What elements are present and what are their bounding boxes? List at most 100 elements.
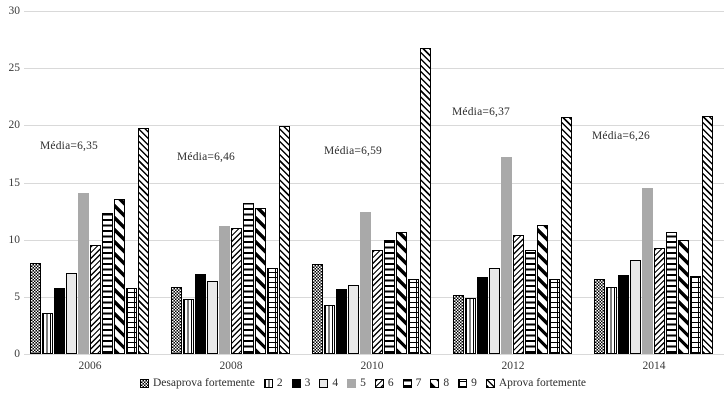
mean-annotation-2008: Média=6,46 bbox=[177, 151, 235, 163]
bar-2006-7 bbox=[102, 213, 113, 354]
bar-2006-2 bbox=[42, 313, 53, 354]
bar-2008-9 bbox=[267, 268, 278, 354]
bar-2008-8 bbox=[255, 208, 266, 354]
legend-swatch-solid-black-icon bbox=[291, 378, 301, 388]
bar-2014-3 bbox=[618, 275, 629, 354]
legend-swatch-bold-back-diagonal-icon bbox=[430, 378, 440, 388]
bar-2012-3 bbox=[477, 277, 488, 354]
legend-swatch-thin-back-diagonal-icon bbox=[485, 378, 495, 388]
y-tick-label-0: 0 bbox=[14, 348, 20, 360]
bar-2006-4 bbox=[66, 273, 77, 354]
bar-2014-2 bbox=[606, 287, 617, 354]
bar-2012-6 bbox=[513, 235, 524, 354]
legend: Desaprova fortemente 2 3 4 5 6 7 8 9 Aprova forte… bbox=[0, 377, 726, 389]
bar-2008-desaprova-fortemente bbox=[171, 287, 182, 354]
legend-label: 7 bbox=[415, 377, 422, 389]
legend-swatch-horizontal-lines-icon bbox=[402, 378, 412, 388]
bar-2010-aprova-fortemente bbox=[420, 48, 431, 354]
gridline-10 bbox=[24, 240, 724, 241]
bar-2014-4 bbox=[630, 260, 641, 354]
legend-swatch-solid-gray-icon bbox=[347, 378, 357, 388]
legend-item-7: 7 bbox=[402, 377, 422, 389]
bar-2010-8 bbox=[396, 232, 407, 354]
x-tick-label-2010: 2010 bbox=[360, 360, 384, 372]
y-tick-label-25: 25 bbox=[8, 62, 21, 74]
bar-2006-8 bbox=[114, 199, 125, 354]
legend-label: 4 bbox=[332, 377, 339, 389]
bar-2010-3 bbox=[336, 289, 347, 354]
legend-item-3: 3 bbox=[291, 377, 311, 389]
legend-item-9: 9 bbox=[458, 377, 477, 389]
bar-2008-6 bbox=[231, 228, 242, 354]
bar-2010-4 bbox=[348, 285, 359, 354]
legend-label: 3 bbox=[304, 377, 311, 389]
x-tick-label-2012: 2012 bbox=[501, 360, 525, 372]
bar-2014-8 bbox=[678, 240, 689, 354]
bar-2008-4 bbox=[207, 281, 218, 354]
bar-2006-3 bbox=[54, 288, 65, 354]
bar-2008-5 bbox=[219, 226, 230, 354]
bar-2010-7 bbox=[384, 240, 395, 354]
x-tick-label-2006: 2006 bbox=[78, 360, 102, 372]
bar-2014-7 bbox=[666, 232, 677, 354]
bar-2006-desaprova-fortemente bbox=[30, 263, 41, 354]
y-tick-label-30: 30 bbox=[8, 5, 21, 17]
bar-2012-5 bbox=[501, 157, 512, 354]
mean-annotation-2014: Média=6,26 bbox=[592, 130, 650, 142]
bar-2010-5 bbox=[360, 212, 371, 354]
x-tick-label-2008: 2008 bbox=[219, 360, 243, 372]
bar-2012-8 bbox=[537, 225, 548, 354]
legend-label: 9 bbox=[471, 377, 477, 389]
gridline-0 bbox=[24, 354, 724, 355]
legend-swatch-vertical-lines-icon bbox=[263, 378, 273, 388]
y-tick-label-5: 5 bbox=[14, 291, 20, 303]
bar-2012-aprova-fortemente bbox=[561, 117, 572, 354]
gridline-20 bbox=[24, 125, 724, 126]
bar-2006-9 bbox=[126, 288, 137, 354]
legend-item-desaprova-fortemente: Desaprova fortemente bbox=[139, 377, 255, 389]
legend-label: 8 bbox=[443, 377, 450, 389]
bar-2010-2 bbox=[324, 305, 335, 354]
legend-item-aprova-fortemente: Aprova fortemente bbox=[485, 377, 587, 389]
mean-annotation-2010: Média=6,59 bbox=[324, 145, 382, 157]
gridline-25 bbox=[24, 68, 724, 69]
legend-swatch-light-gray-icon bbox=[319, 378, 329, 388]
bar-2012-4 bbox=[489, 268, 500, 354]
legend-label: 5 bbox=[360, 377, 366, 389]
bar-2014-5 bbox=[642, 188, 653, 354]
bar-2012-2 bbox=[465, 298, 476, 354]
bar-2014-6 bbox=[654, 248, 665, 354]
bar-2006-6 bbox=[90, 245, 101, 354]
bar-2006-aprova-fortemente bbox=[138, 128, 149, 354]
bar-2008-7 bbox=[243, 203, 254, 354]
mean-annotation-2012: Média=6,37 bbox=[452, 106, 510, 118]
bar-2010-6 bbox=[372, 250, 383, 354]
x-tick-label-2014: 2014 bbox=[642, 360, 666, 372]
bar-2014-desaprova-fortemente bbox=[594, 279, 605, 354]
bar-2012-9 bbox=[549, 279, 560, 354]
legend-label: Desaprova fortemente bbox=[152, 377, 255, 389]
gridline-30 bbox=[24, 11, 724, 12]
bar-2006-5 bbox=[78, 193, 89, 354]
bar-2008-2 bbox=[183, 299, 194, 354]
y-tick-label-15: 15 bbox=[8, 177, 21, 189]
legend-label: Aprova fortemente bbox=[498, 377, 587, 389]
y-tick-label-20: 20 bbox=[8, 119, 21, 131]
legend-item-8: 8 bbox=[430, 377, 449, 389]
legend-label: 6 bbox=[387, 377, 394, 389]
bar-2010-desaprova-fortemente bbox=[312, 264, 323, 354]
legend-item-2: 2 bbox=[263, 377, 283, 389]
bar-2012-7 bbox=[525, 250, 536, 354]
legend-item-5: 5 bbox=[347, 377, 366, 389]
mean-annotation-2006: Média=6,35 bbox=[40, 140, 98, 152]
legend-swatch-checkerboard-icon bbox=[139, 378, 149, 388]
bar-2014-aprova-fortemente bbox=[702, 116, 713, 354]
legend-item-6: 6 bbox=[374, 377, 394, 389]
bar-2010-9 bbox=[408, 279, 419, 354]
legend-swatch-thin-forward-diagonal-icon bbox=[374, 378, 384, 388]
bar-2012-desaprova-fortemente bbox=[453, 295, 464, 354]
bar-2008-3 bbox=[195, 274, 206, 354]
bar-2014-9 bbox=[690, 276, 701, 354]
legend-swatch-brick-icon bbox=[458, 378, 468, 388]
